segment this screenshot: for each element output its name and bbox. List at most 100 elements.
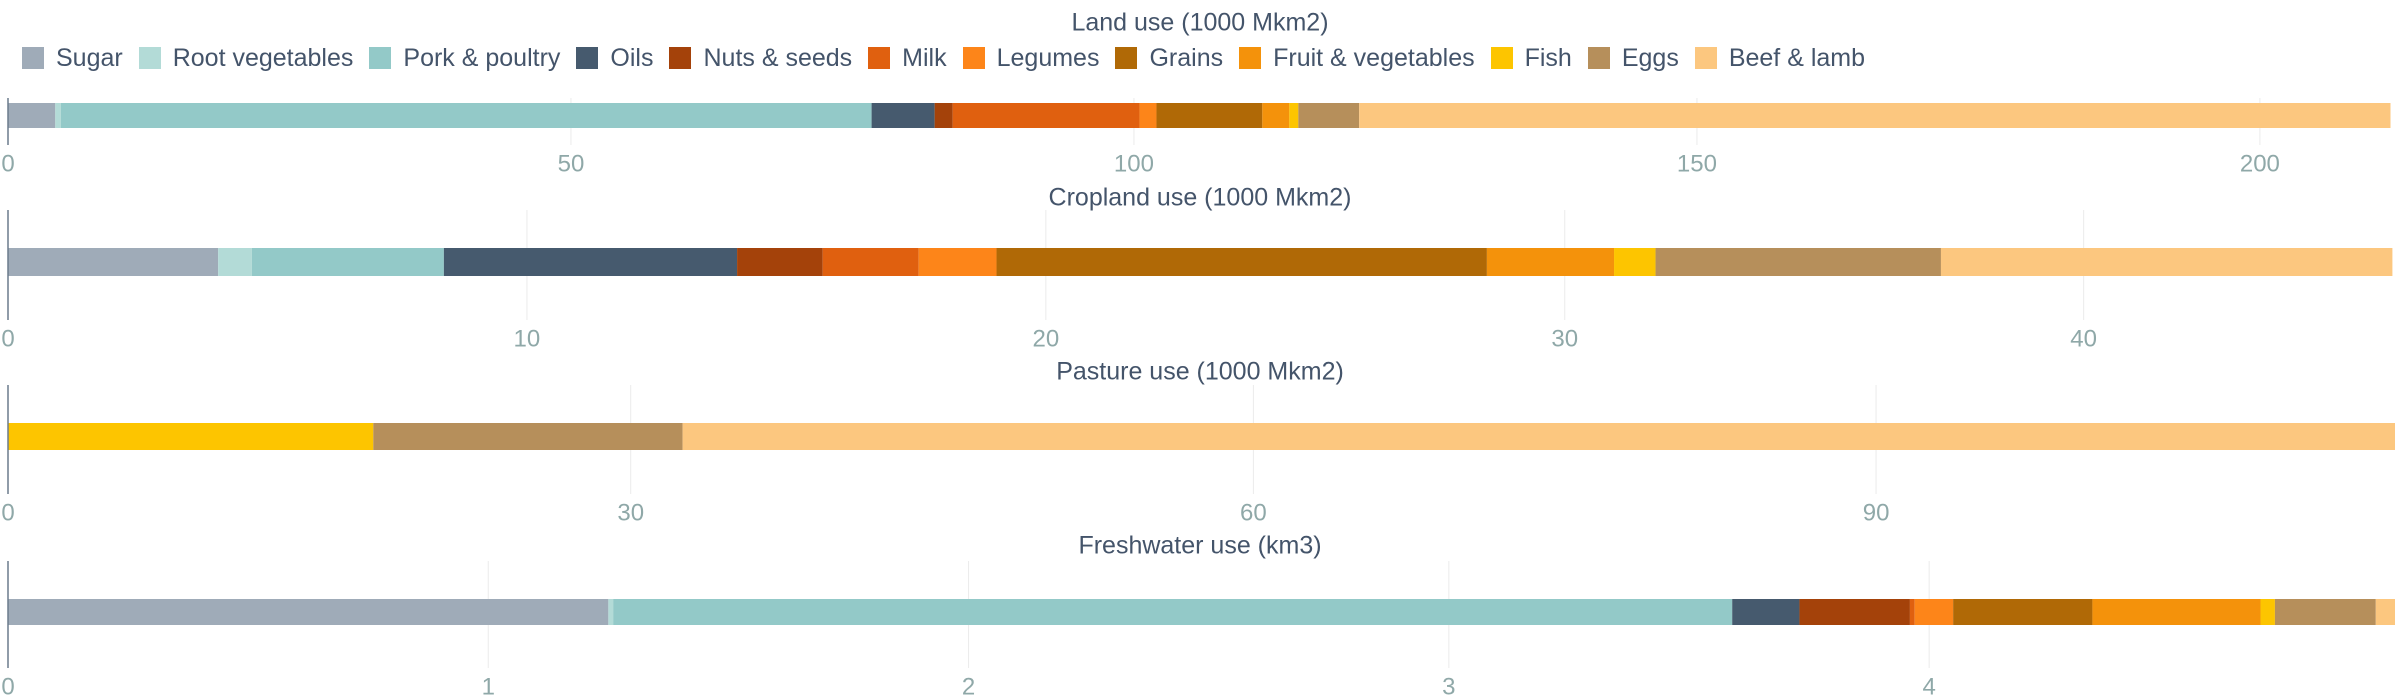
- tick-label: 0: [1, 673, 14, 700]
- legend-item-pork-poultry[interactable]: Pork & poultry: [369, 44, 560, 73]
- legend-item-fish[interactable]: Fish: [1490, 43, 1572, 73]
- legend-label: Eggs: [1621, 43, 1679, 72]
- panel-title: Land use (1000 Mkm2): [1071, 9, 1328, 37]
- legend-item-eggs[interactable]: Eggs: [1587, 43, 1679, 73]
- legend-label: Milk: [902, 43, 947, 72]
- bar-segment: [1139, 103, 1157, 128]
- bar-segment: [1940, 248, 2393, 276]
- legend-label: Root vegetables: [172, 43, 354, 72]
- panel-title: Freshwater use (km3): [1078, 532, 1321, 560]
- legend-item-grains[interactable]: Grains: [1115, 44, 1223, 73]
- panel-title: Pasture use (1000 Mkm2): [1056, 358, 1344, 386]
- tick-label: 4: [1922, 673, 1935, 700]
- legend-swatch: [669, 47, 692, 69]
- bar-segment: [443, 248, 738, 276]
- tick-label: 10: [514, 325, 541, 352]
- legend-label: Beef & lamb: [1728, 43, 1866, 72]
- legend-item-nuts-seeds[interactable]: Nuts & seeds: [669, 44, 852, 73]
- bar-segment: [1298, 103, 1360, 128]
- bar-segment: [1262, 103, 1290, 128]
- tick-label: 100: [1114, 150, 1154, 177]
- legend-swatch: [1694, 47, 1717, 69]
- legend-swatch: [962, 47, 985, 69]
- bar-segment: [918, 248, 997, 276]
- legend-label: Nuts & seeds: [703, 43, 853, 72]
- bar-segment: [1914, 599, 1954, 625]
- legend-swatch: [576, 47, 599, 69]
- legend-label: Pork & poultry: [403, 43, 561, 72]
- legend-label: Fish: [1524, 43, 1572, 72]
- bar-segment: [1614, 248, 1656, 276]
- chart-panel: Cropland use (1000 Mkm2) 0 10 20 30 40: [1, 184, 2393, 352]
- legend-item-legumes[interactable]: Legumes: [962, 43, 1100, 73]
- bar-segment: [1799, 599, 1910, 625]
- legend-swatch: [868, 47, 891, 69]
- bar-segment: [1953, 599, 2093, 625]
- bar-segment: [8, 599, 609, 625]
- bar-segment: [737, 248, 823, 276]
- bar-segment: [218, 248, 252, 276]
- tick-label: 200: [2240, 150, 2280, 177]
- legend-swatch: [1587, 47, 1610, 69]
- bar-segment: [251, 248, 444, 276]
- tick-label: 0: [1, 499, 14, 526]
- bar-segment: [8, 248, 219, 276]
- legend-swatch: [1115, 47, 1138, 69]
- tick-label: 150: [1677, 150, 1717, 177]
- tick-label: 20: [1032, 325, 1059, 352]
- bar-segment: [934, 103, 953, 128]
- legend-item-fruit-vegetables[interactable]: Fruit & vegetables: [1239, 44, 1475, 73]
- bar-segment: [2092, 599, 2261, 625]
- legend-item-oils[interactable]: Oils: [576, 44, 653, 73]
- tick-label: 1: [482, 673, 495, 700]
- bar-segment: [8, 423, 374, 450]
- legend-item-sugar[interactable]: Sugar: [22, 44, 123, 73]
- tick-label: 0: [1, 325, 14, 352]
- chart-panel: Land use (1000 Mkm2) 0 50 100 150 200: [1, 9, 2391, 177]
- legend-label: Sugar: [56, 43, 123, 72]
- legend-label: Oils: [610, 43, 654, 72]
- bar-segment: [55, 103, 61, 128]
- bar-segment: [1486, 248, 1615, 276]
- legend-item-milk[interactable]: Milk: [868, 43, 947, 73]
- bar-segment: [608, 599, 614, 625]
- bar-segment: [8, 103, 56, 128]
- chart-panel: Pasture use (1000 Mkm2) 0 30 60 90: [1, 358, 2396, 526]
- tick-label: 40: [2070, 325, 2097, 352]
- tick-label: 30: [617, 499, 644, 526]
- legend-swatch: [1239, 47, 1262, 69]
- bar-segment: [952, 103, 1140, 128]
- tick-label: 2: [962, 673, 975, 700]
- bar-segment: [60, 103, 872, 128]
- bar-segment: [996, 248, 1487, 276]
- bar-segment: [613, 599, 1733, 625]
- tick-label: 3: [1442, 673, 1455, 700]
- bar-segment: [1359, 103, 2391, 128]
- bar-segment: [2274, 599, 2376, 625]
- legend-label: Grains: [1149, 43, 1224, 72]
- bar-segment: [871, 103, 935, 128]
- legend-swatch: [1490, 47, 1513, 69]
- legend-swatch: [369, 47, 392, 69]
- panel-title: Cropland use (1000 Mkm2): [1049, 184, 1352, 212]
- tick-label: 60: [1240, 499, 1267, 526]
- legend-item-root-vegetables[interactable]: Root vegetables: [138, 43, 354, 73]
- legend-swatch: [138, 47, 161, 69]
- tick-label: 50: [558, 150, 585, 177]
- chart-panel: Freshwater use (km3) 0 1 2 3 4: [1, 532, 2395, 700]
- bar-segment: [1732, 599, 1800, 625]
- tick-label: 90: [1863, 499, 1890, 526]
- legend-label: Fruit & vegetables: [1273, 43, 1475, 72]
- bar-segment: [1909, 599, 1915, 625]
- bar-segment: [1156, 103, 1263, 128]
- bar-segment: [373, 423, 683, 450]
- bar-segment: [2375, 599, 2395, 625]
- bar-segment: [682, 423, 2396, 450]
- bar-segment: [2260, 599, 2275, 625]
- bar-segment: [1289, 103, 1299, 128]
- legend-label: Legumes: [996, 43, 1100, 72]
- legend-item-beef-lamb[interactable]: Beef & lamb: [1694, 43, 1866, 73]
- tick-label: 30: [1551, 325, 1578, 352]
- bar-segment: [1655, 248, 1941, 276]
